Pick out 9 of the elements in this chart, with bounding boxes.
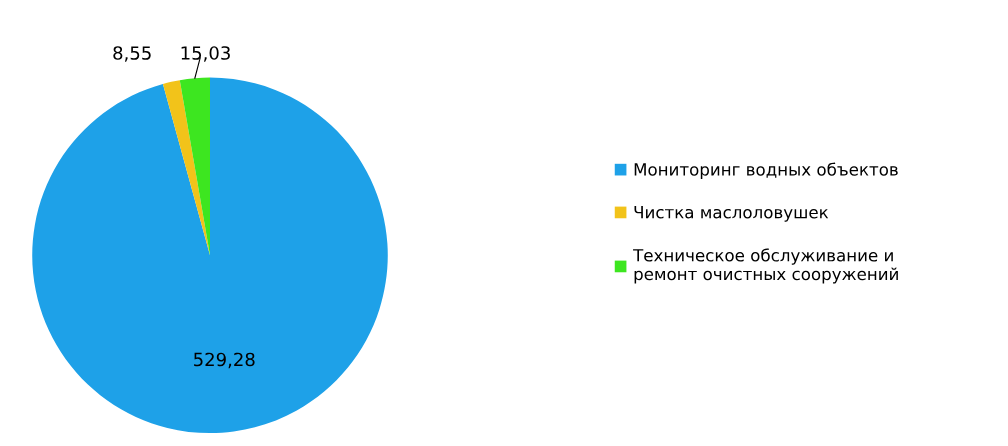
legend-label: Техническое обслуживание и ремонт очистных сооружений [633,248,898,284]
pie-slice [179,77,210,256]
legend-label: Мониторинг водных объектов [634,162,898,179]
data-label: 8,55 [113,46,151,62]
pie-slice [32,77,388,434]
pie-slice [162,80,210,256]
data-label: 15,03 [181,46,230,62]
data-label: 529,28 [194,352,255,369]
legend-label: Чистка маслоловушек [634,206,829,222]
